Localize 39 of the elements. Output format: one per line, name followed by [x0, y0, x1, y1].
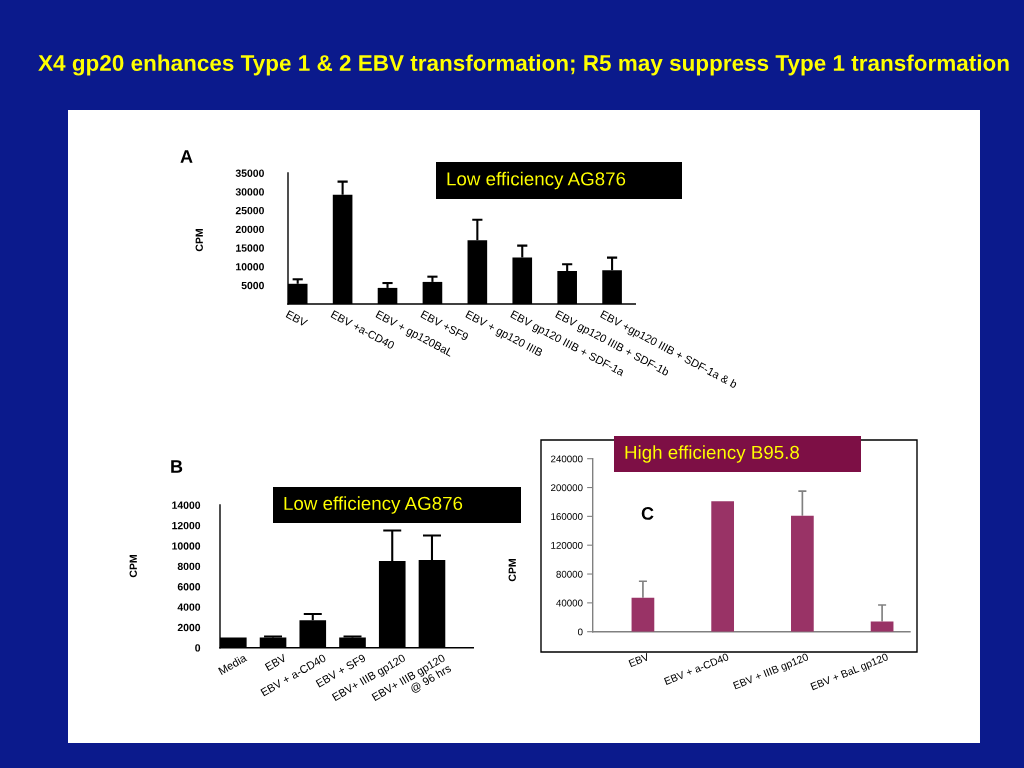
- y-tick-label: 20000: [235, 225, 264, 234]
- y-tick-label: 120000: [551, 541, 583, 549]
- y-tick-label: 2000: [177, 623, 201, 632]
- bar: [711, 501, 735, 632]
- bar: [631, 597, 655, 632]
- y-axis-title: CPM: [129, 555, 137, 578]
- bar: [339, 637, 366, 648]
- y-tick-label: 200000: [551, 484, 583, 492]
- y-tick-label: 240000: [551, 455, 583, 463]
- y-tick-label: 0: [195, 644, 201, 652]
- annotation: Low efficiency AG876: [284, 496, 463, 514]
- y-tick-label: 5000: [241, 281, 264, 290]
- y-tick-label: 80000: [556, 570, 583, 578]
- y-tick-label: 10000: [236, 263, 264, 271]
- y-tick-label: 10000: [172, 542, 201, 550]
- y-tick-label: 8000: [177, 562, 201, 571]
- x-tick-label: EBV: [285, 310, 309, 328]
- y-tick-label: 25000: [235, 206, 264, 215]
- y-tick-label: 15000: [236, 244, 264, 252]
- y-tick-label: 160000: [551, 513, 583, 520]
- x-tick-label: EBV: [264, 653, 288, 671]
- y-tick-label: 30000: [235, 188, 264, 196]
- y-tick-label: 35000: [235, 169, 264, 177]
- y-tick-label: 4000: [177, 603, 201, 611]
- y-tick-label: 6000: [177, 583, 201, 591]
- y-axis-title: CPM: [508, 559, 516, 582]
- chart-title: B: [171, 460, 183, 473]
- y-axis-title: CPM: [195, 229, 203, 252]
- y-tick-label: 12000: [172, 521, 201, 530]
- chart-title: A: [180, 150, 193, 163]
- annotation: Low efficiency AG876: [447, 171, 626, 190]
- y-tick-label: 40000: [556, 599, 583, 607]
- text: C: [641, 507, 654, 520]
- x-tick-label: EBV: [628, 652, 650, 668]
- annotation: High efficiency B95.8: [625, 445, 799, 463]
- bar: [791, 515, 814, 632]
- y-tick-label: 0: [577, 628, 583, 636]
- text: X4 gp20 enhances Type 1 & 2 EBV transformation; R5 may suppress Type 1 transformation: [38, 54, 1009, 76]
- y-tick-label: 14000: [172, 501, 201, 509]
